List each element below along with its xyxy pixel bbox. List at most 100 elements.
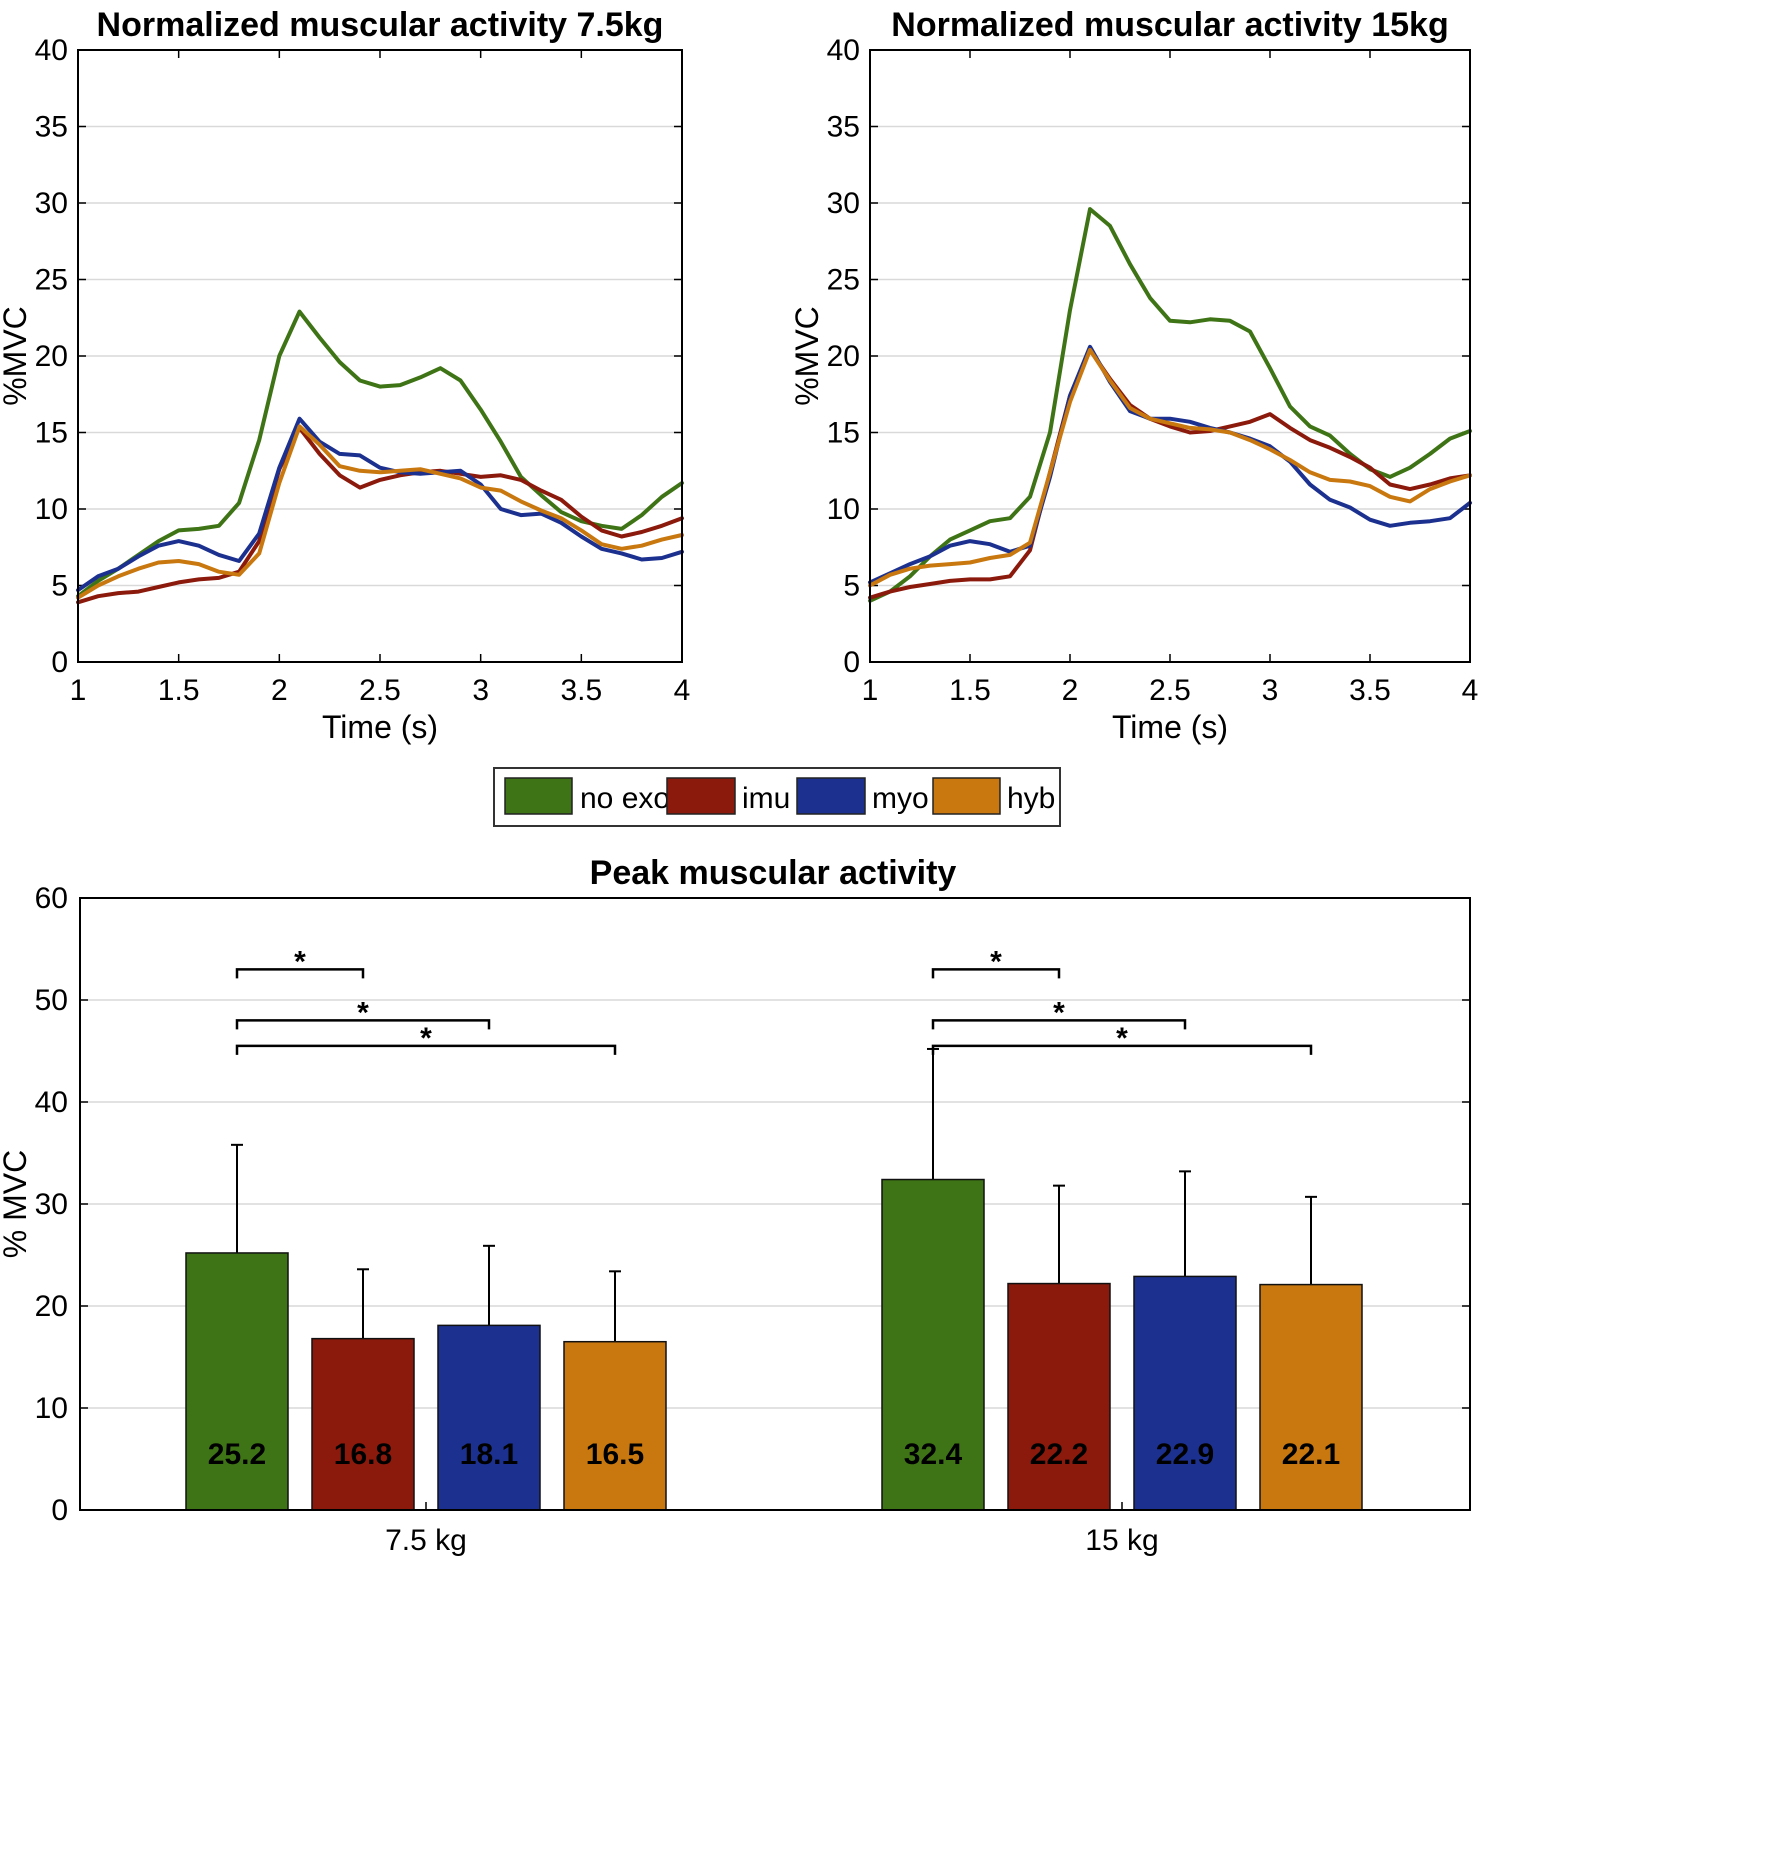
- x-tick-label: 2: [1062, 674, 1079, 707]
- bar-myo-15-kg: [1133, 1275, 1237, 1511]
- significance-star: *: [1053, 996, 1065, 1029]
- x-axis-label: Time (s): [1112, 709, 1228, 745]
- y-tick-label: 40: [35, 34, 68, 67]
- x-tick-label: 4: [1462, 674, 1479, 707]
- x-tick-label: 4: [674, 674, 691, 707]
- x-tick-label: 1: [70, 674, 87, 707]
- line-chart-7-5kg: 0 5 10 15 20 25 30 35 40 1 1.5 2 2.5 3 3.5 4 Normalized …: [0, 6, 690, 745]
- significance-star: *: [1116, 1022, 1128, 1055]
- legend-label-no-exo: no exo: [580, 782, 670, 815]
- y-tick-label: 25: [827, 264, 860, 297]
- significance-bracket: [931, 1019, 1187, 1030]
- chart-title: Peak muscular activity: [590, 854, 957, 892]
- bar-value-label: 25.2: [208, 1438, 266, 1471]
- bar-imu-7.5-kg: [311, 1337, 415, 1511]
- y-tick-label: 5: [843, 570, 860, 603]
- bar-hyb-15-kg: [1259, 1283, 1363, 1511]
- x-tick-label: 3.5: [560, 674, 602, 707]
- significance-star: *: [357, 996, 369, 1029]
- significance-bracket: [235, 1019, 491, 1030]
- bar-no-exo-15-kg: [881, 1178, 985, 1511]
- significance-bracket: [931, 968, 1061, 979]
- series-line-myo: [868, 344, 1472, 585]
- line-chart-15kg: 0 5 10 15 20 25 30 35 40 1 1.5 2 2.5 3 3.5 4 Normalized …: [789, 6, 1478, 745]
- bar-hyb-7.5-kg: [563, 1340, 667, 1511]
- y-tick-label: 10: [827, 493, 860, 526]
- x-tick-label: 3: [1262, 674, 1279, 707]
- legend-swatch-myo: [796, 777, 866, 815]
- significance-star: *: [294, 945, 306, 978]
- y-tick-label: 20: [827, 340, 860, 373]
- series-line-imu: [868, 347, 1472, 600]
- x-tick-label: 7.5 kg: [385, 1524, 467, 1557]
- bar-imu-15-kg: [1007, 1282, 1111, 1511]
- series-line-hyb: [868, 347, 1472, 588]
- x-tick-label: 2.5: [359, 674, 401, 707]
- y-tick-label: 50: [35, 984, 68, 1017]
- legend-label-hyb: hyb: [1007, 782, 1055, 815]
- y-tick-label: 0: [51, 1494, 68, 1527]
- legend-swatch-hyb: [932, 777, 1001, 815]
- x-tick-label: 2.5: [1149, 674, 1191, 707]
- bar-no-exo-7.5-kg: [185, 1252, 289, 1511]
- x-tick-label: 3: [472, 674, 489, 707]
- y-tick-label: 0: [843, 646, 860, 679]
- bar-myo-7.5-kg: [437, 1324, 541, 1511]
- bar-chart-peak: 0 10 20 30 40 50 60 7.5 kg 25.2 16.8 18.1 16.5 15 kg…: [0, 854, 1471, 1557]
- bar-value-label: 32.4: [904, 1438, 963, 1471]
- bar-value-label: 16.5: [586, 1438, 644, 1471]
- x-tick-label: 3.5: [1349, 674, 1391, 707]
- y-tick-label: 5: [51, 570, 68, 603]
- significance-star: *: [990, 945, 1002, 978]
- legend-label-myo: myo: [872, 782, 929, 815]
- plot-frame: [77, 49, 683, 663]
- plot-frame: [869, 49, 1471, 663]
- y-tick-label: 0: [51, 646, 68, 679]
- y-tick-label: 40: [35, 1086, 68, 1119]
- y-tick-label: 30: [35, 1188, 68, 1221]
- y-axis-label: % MVC: [0, 1150, 33, 1258]
- x-tick-label: 15 kg: [1085, 1524, 1158, 1557]
- significance-bracket: [931, 1044, 1313, 1055]
- significance-star: *: [420, 1022, 432, 1055]
- x-axis-label: Time (s): [322, 709, 438, 745]
- bar-value-label: 22.2: [1030, 1438, 1088, 1471]
- bar-value-label: 22.1: [1282, 1438, 1340, 1471]
- bar-value-label: 16.8: [334, 1438, 392, 1471]
- x-tick-label: 1.5: [949, 674, 991, 707]
- x-tick-label: 1: [862, 674, 879, 707]
- legend-label-imu: imu: [742, 782, 790, 815]
- plot-frame: [79, 897, 1471, 1511]
- legend-swatch-imu: [666, 777, 736, 815]
- y-tick-label: 30: [827, 187, 860, 220]
- series-line-myo: [76, 416, 684, 593]
- y-tick-label: 15: [827, 417, 860, 450]
- chart-title: Normalized muscular activity 15kg: [891, 6, 1448, 44]
- series-line-no-exo: [76, 309, 684, 599]
- chart-title: Normalized muscular activity 7.5kg: [97, 6, 664, 44]
- x-tick-label: 1.5: [158, 674, 200, 707]
- y-tick-label: 10: [35, 1392, 68, 1425]
- y-tick-label: 10: [35, 493, 68, 526]
- y-tick-label: 15: [35, 417, 68, 450]
- y-axis-label: %MVC: [789, 306, 825, 406]
- significance-bracket: [235, 968, 365, 979]
- bar-value-label: 18.1: [460, 1438, 518, 1471]
- y-axis-label: %MVC: [0, 306, 33, 406]
- y-tick-label: 20: [35, 1290, 68, 1323]
- series-line-hyb: [76, 424, 684, 600]
- y-tick-label: 25: [35, 264, 68, 297]
- bar-value-label: 22.9: [1156, 1438, 1214, 1471]
- y-tick-label: 40: [827, 34, 860, 67]
- y-tick-label: 60: [35, 882, 68, 915]
- series-line-imu: [76, 425, 684, 605]
- x-tick-label: 2: [271, 674, 288, 707]
- legend-swatch-no-exo: [504, 777, 573, 815]
- legend: no exo imu myo hyb: [493, 767, 1061, 827]
- significance-bracket: [235, 1044, 617, 1055]
- y-tick-label: 35: [35, 111, 68, 144]
- y-tick-label: 20: [35, 340, 68, 373]
- y-tick-label: 30: [35, 187, 68, 220]
- y-tick-label: 35: [827, 111, 860, 144]
